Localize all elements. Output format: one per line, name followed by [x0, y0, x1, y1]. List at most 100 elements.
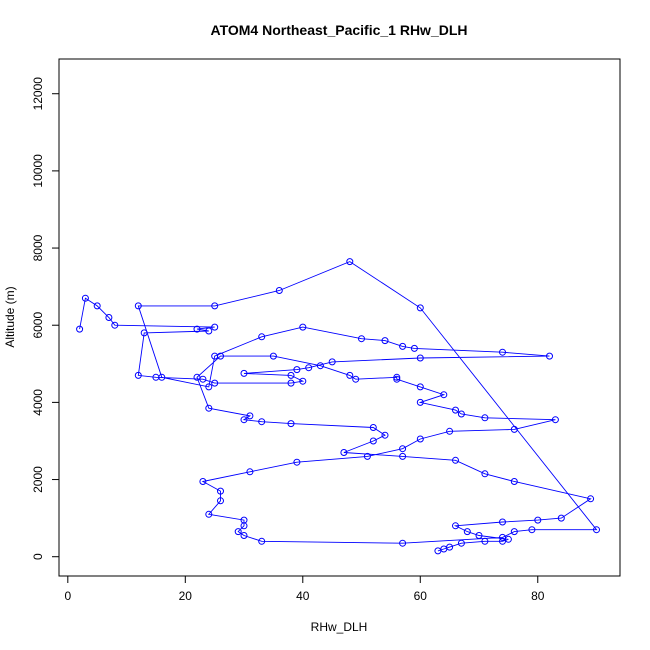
x-axis-label: RHw_DLH	[311, 620, 368, 634]
data-point	[299, 323, 307, 331]
data-point	[416, 304, 424, 312]
data-point	[205, 404, 213, 412]
data-point	[211, 302, 219, 310]
data-point	[416, 398, 424, 406]
data-point	[481, 470, 489, 478]
y-tick-label: 10000	[31, 154, 45, 188]
data-point	[316, 362, 324, 370]
data-point	[258, 537, 266, 545]
data-point	[399, 452, 407, 460]
data-point	[551, 416, 559, 424]
data-point	[328, 358, 336, 366]
data-point	[293, 366, 301, 374]
x-tick-label: 0	[64, 589, 71, 603]
data-point	[557, 514, 565, 522]
data-point	[452, 406, 459, 414]
data-point	[152, 373, 160, 381]
y-tick-label: 0	[31, 553, 45, 560]
data-point	[140, 329, 148, 337]
data-point	[287, 420, 295, 428]
data-point	[105, 314, 113, 321]
data-point	[258, 333, 266, 341]
data-point	[217, 497, 224, 505]
data-point	[205, 510, 213, 518]
data-point	[440, 391, 448, 399]
data-point	[481, 537, 489, 545]
data-point	[193, 325, 201, 333]
plot-frame	[58, 58, 621, 577]
x-tick-label: 60	[414, 589, 428, 603]
data-point	[446, 427, 454, 435]
data-point	[393, 373, 401, 381]
data-point	[499, 518, 506, 526]
data-point	[587, 495, 595, 503]
y-tick-label: 8000	[31, 234, 45, 261]
data-point	[234, 528, 242, 536]
data-point	[528, 526, 536, 534]
data-point	[205, 383, 213, 391]
data-point	[452, 456, 459, 464]
data-point	[399, 445, 407, 453]
data-point	[258, 418, 266, 426]
data-point	[358, 335, 365, 343]
y-tick-label: 2000	[31, 466, 45, 493]
series-line	[79, 261, 598, 552]
x-tick-label: 20	[179, 589, 193, 603]
data-point	[240, 532, 248, 539]
data-point	[369, 437, 377, 445]
data-point	[475, 532, 483, 539]
data-point	[534, 516, 542, 524]
data-point	[393, 375, 401, 383]
data-point	[269, 352, 277, 360]
data-point	[246, 468, 254, 476]
y-axis: 0 2000 4000 6000 8000 10000 12000	[31, 77, 60, 560]
data-point	[369, 424, 377, 431]
data-point	[510, 528, 518, 536]
data-point	[240, 522, 248, 530]
y-tick-label: 12000	[31, 77, 45, 111]
data-point	[240, 416, 248, 424]
data-point	[416, 383, 424, 391]
data-point	[499, 533, 506, 541]
data-point	[211, 323, 219, 331]
data-point	[381, 431, 389, 439]
y-tick-label: 4000	[31, 389, 45, 416]
data-point	[211, 352, 219, 360]
data-point	[246, 412, 254, 420]
data-point	[111, 321, 119, 329]
y-axis-label: Altitude (m)	[3, 286, 17, 347]
x-axis: 0 20 40 60 80	[64, 575, 545, 603]
data-point	[546, 352, 553, 360]
data-point	[499, 537, 506, 545]
data-point	[76, 325, 84, 333]
data-point	[217, 487, 224, 495]
x-tick-label: 40	[296, 589, 310, 603]
data-point	[275, 287, 283, 294]
data-point	[416, 435, 424, 443]
data-point	[446, 543, 454, 551]
data-point	[416, 354, 424, 362]
data-point	[481, 414, 489, 422]
x-tick-label: 80	[531, 589, 545, 603]
data-point	[299, 377, 307, 385]
data-point	[399, 539, 407, 547]
data-point	[381, 337, 389, 345]
data-point	[293, 458, 301, 466]
chart-title: ATOM4 Northeast_Pacific_1 RHw_DLH	[211, 22, 468, 38]
data-point	[593, 526, 600, 534]
data-point	[510, 478, 518, 485]
data-point	[410, 344, 418, 352]
data-point	[340, 449, 348, 456]
data-point	[463, 528, 471, 536]
data-point	[346, 371, 354, 379]
data-point	[399, 342, 407, 350]
data-point	[287, 379, 295, 387]
data-point	[93, 302, 101, 310]
data-point	[211, 379, 219, 387]
data-point	[287, 371, 295, 379]
y-tick-label: 6000	[31, 312, 45, 339]
data-point	[134, 302, 142, 310]
data-point	[499, 348, 506, 356]
data-point	[457, 410, 465, 418]
